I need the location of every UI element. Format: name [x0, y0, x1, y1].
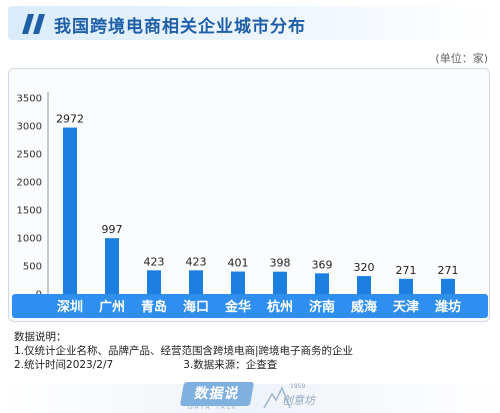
notes-source: 3.数据来源：企查查 — [183, 359, 278, 371]
category-band — [12, 294, 488, 318]
notes-line-2: 2.统计时间2023/2/7 3.数据来源：企查查 — [14, 358, 484, 372]
data-label-8: 271 — [396, 264, 417, 277]
category-label-3: 海口 — [183, 299, 209, 315]
y-tick-label-1: 500 — [23, 262, 42, 273]
notes-line-1: 1.仅统计企业名称、品牌产品、经营范围含跨境电商|跨境电子商务的企业 — [14, 345, 354, 357]
bar-2 — [147, 270, 161, 294]
mountain-logo-icon — [263, 386, 291, 409]
data-label-2: 423 — [144, 255, 165, 268]
logo-year: 1959 — [290, 383, 306, 390]
category-label-9: 潍坊 — [435, 299, 461, 315]
notes-heading: 数据说明： — [14, 331, 67, 343]
bar-7 — [357, 276, 371, 294]
bar-4 — [231, 271, 245, 294]
logo-text: 创意坊 — [282, 394, 315, 407]
bar-8 — [399, 278, 413, 294]
bar-6 — [315, 273, 329, 294]
category-label-5: 杭州 — [267, 299, 293, 315]
y-tick-label-7: 3500 — [17, 94, 42, 105]
y-tick-label-5: 2500 — [17, 150, 42, 161]
bar-5 — [273, 271, 287, 294]
category-label-1: 广州 — [99, 299, 125, 315]
data-label-9: 271 — [438, 264, 459, 277]
brand-subtitle: DATA TALK — [188, 404, 238, 411]
data-label-5: 398 — [270, 257, 291, 270]
y-tick-label-2: 1000 — [17, 234, 42, 245]
y-tick-label-4: 2000 — [17, 178, 42, 189]
category-label-4: 金华 — [224, 299, 251, 315]
data-label-7: 320 — [354, 261, 375, 274]
data-label-4: 401 — [228, 257, 249, 270]
category-label-0: 深圳 — [57, 299, 83, 315]
bar-3 — [189, 270, 203, 294]
bar-9 — [441, 278, 455, 294]
bar-chart: 05001000150020002500300035002972深圳997广州4… — [12, 92, 488, 318]
y-tick-label-3: 1500 — [17, 206, 42, 217]
bar-1 — [105, 238, 119, 294]
category-label-6: 济南 — [309, 299, 335, 315]
slash-decoration-icon — [22, 14, 45, 34]
y-tick-label-6: 3000 — [17, 122, 42, 133]
data-label-0: 2972 — [56, 113, 84, 126]
notes-stat-time: 2.统计时间2023/2/7 — [14, 359, 114, 371]
category-label-2: 青岛 — [141, 299, 167, 315]
category-label-7: 威海 — [351, 299, 377, 315]
category-label-8: 天津 — [393, 299, 419, 315]
data-label-3: 423 — [186, 255, 207, 268]
page-title: 我国跨境电商相关企业城市分布 — [54, 17, 306, 37]
brand-logo: 数据说 — [179, 382, 255, 406]
title-bar: 我国跨境电商相关企业城市分布 — [8, 6, 492, 40]
data-label-6: 369 — [312, 258, 333, 271]
unit-label: (单位：家) — [435, 52, 488, 65]
data-notes: 数据说明： 1.仅统计企业名称、品牌产品、经营范围含跨境电商|跨境电子商务的企业… — [14, 330, 484, 372]
data-label-1: 997 — [102, 223, 123, 236]
bar-0 — [63, 127, 77, 295]
